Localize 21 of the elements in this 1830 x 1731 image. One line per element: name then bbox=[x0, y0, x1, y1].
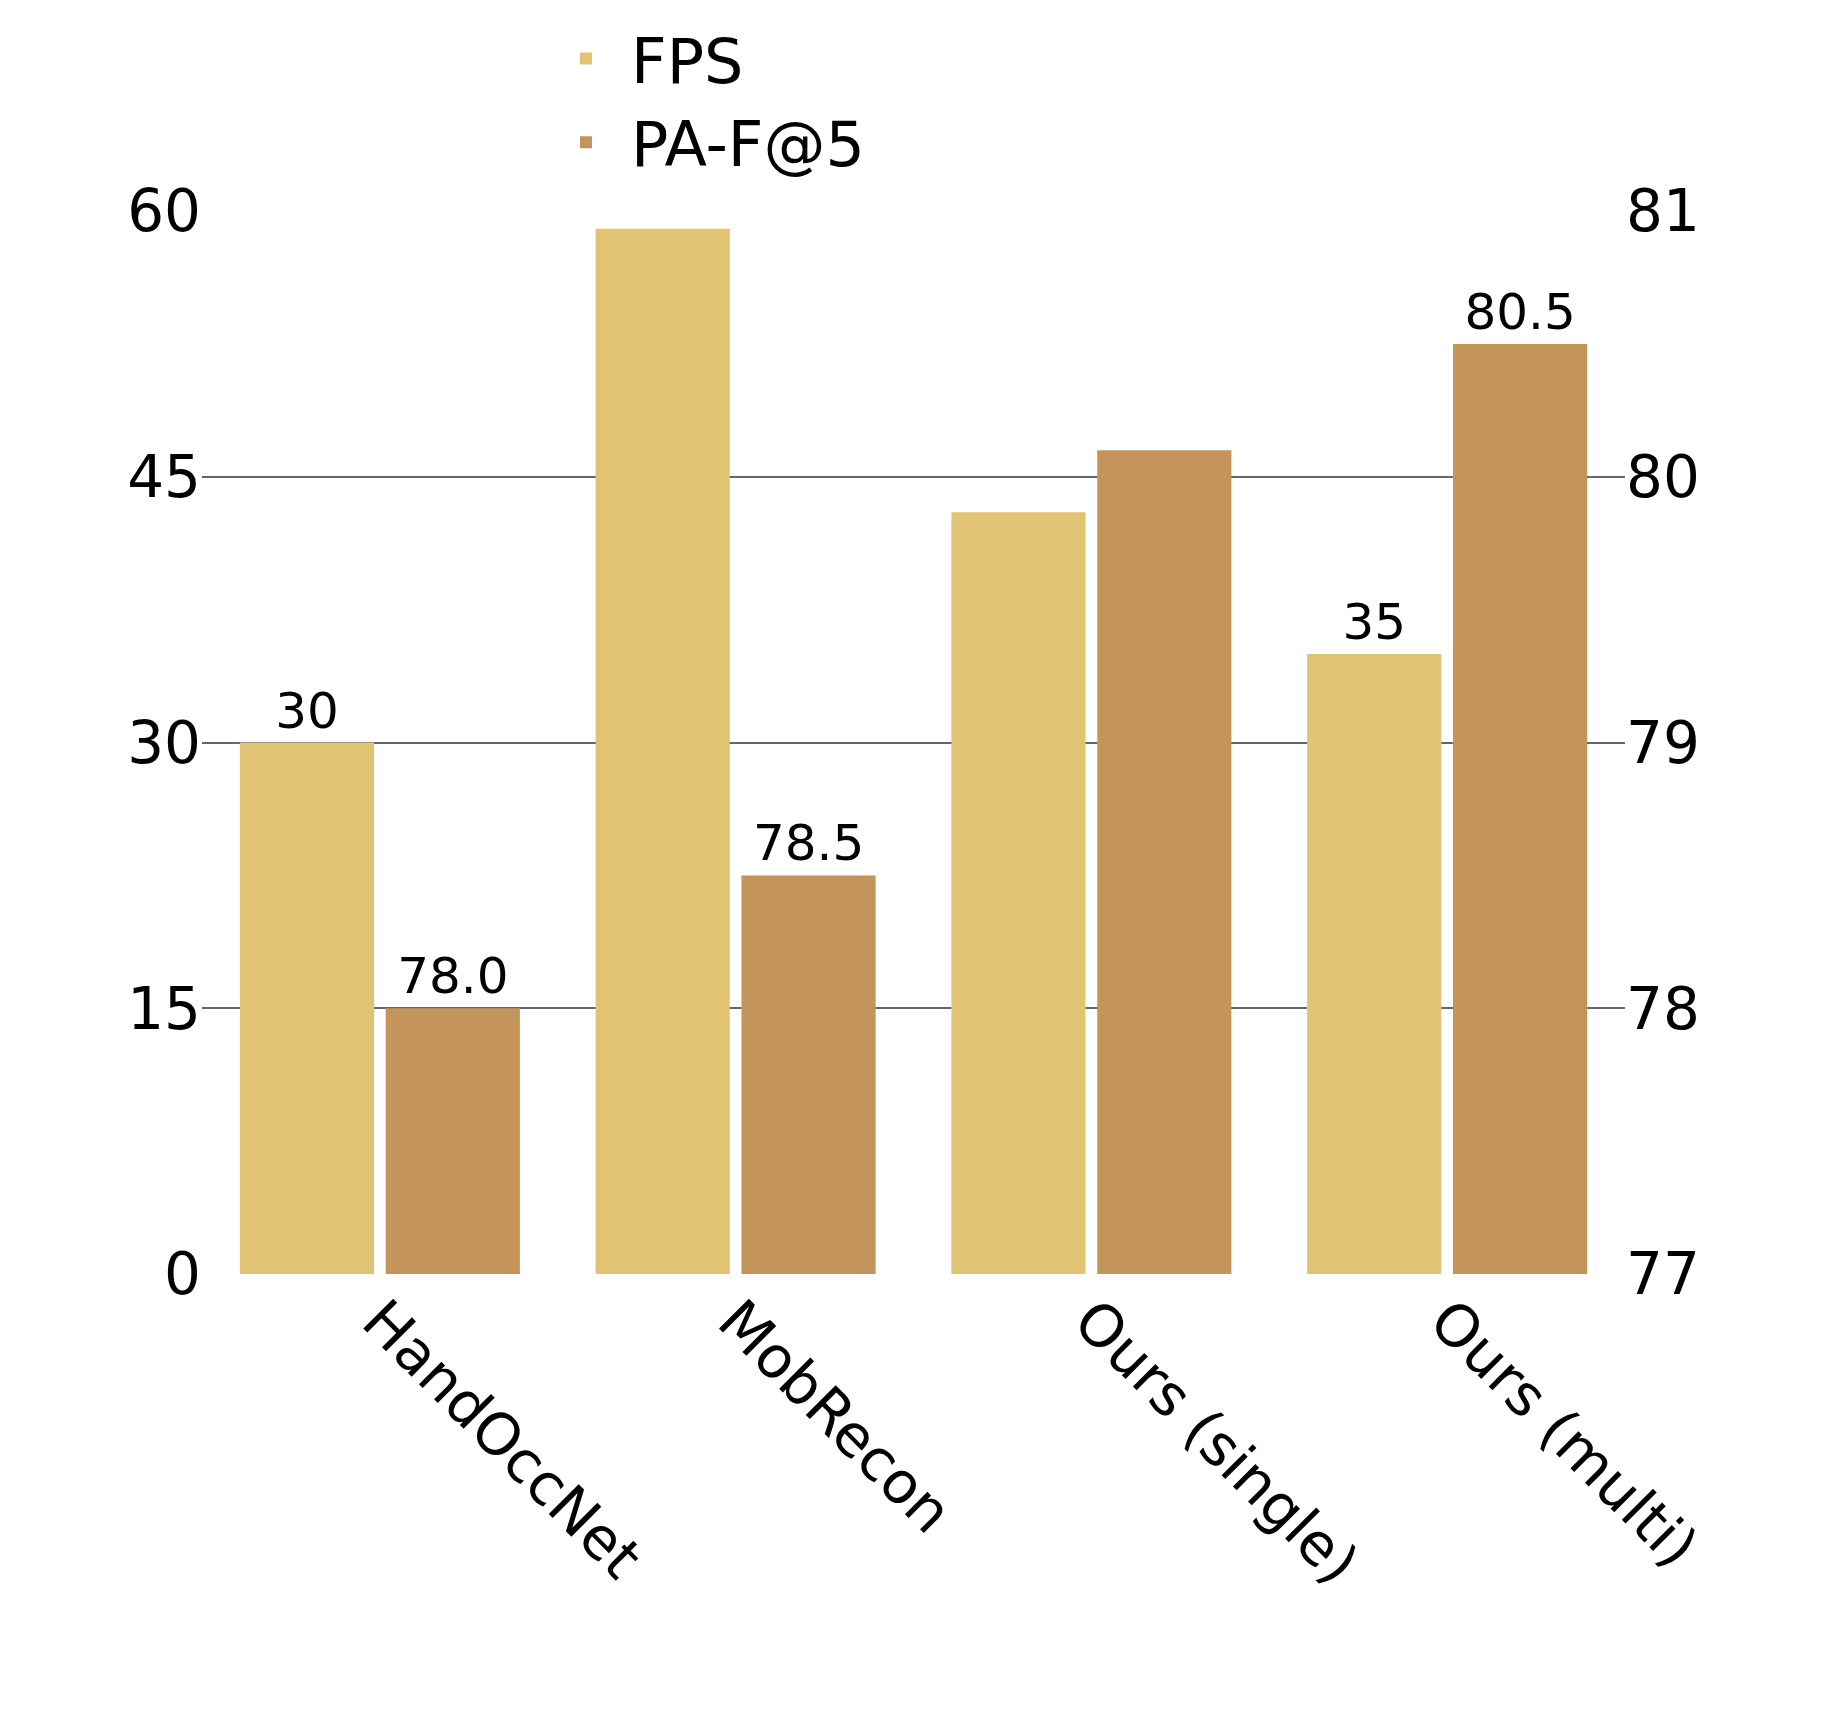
legend-label: PA-F@5 bbox=[631, 108, 865, 182]
data-label: 30 bbox=[275, 681, 339, 740]
y2-tick-label: 78 bbox=[1626, 974, 1700, 1043]
y-tick-label: 30 bbox=[127, 708, 201, 777]
y-tick-label: 45 bbox=[127, 443, 201, 512]
data-label: 80.5 bbox=[1464, 282, 1576, 341]
bar bbox=[1307, 653, 1442, 1274]
y-tick-label: 0 bbox=[164, 1240, 201, 1309]
y-tick-label: 60 bbox=[127, 177, 201, 246]
bar bbox=[595, 228, 730, 1274]
y2-tick-label: 77 bbox=[1626, 1240, 1700, 1309]
y-tick-label: 15 bbox=[127, 974, 201, 1043]
y2-tick-label: 79 bbox=[1626, 708, 1700, 777]
y2-tick-label: 80 bbox=[1626, 443, 1700, 512]
bar bbox=[239, 742, 375, 1274]
data-label: 35 bbox=[1342, 592, 1407, 651]
bar bbox=[951, 512, 1086, 1274]
data-label: 78.5 bbox=[752, 814, 865, 873]
data-label: 78.0 bbox=[397, 947, 509, 1006]
y2-tick-label: 81 bbox=[1626, 177, 1700, 246]
legend-label: FPS bbox=[631, 24, 744, 98]
